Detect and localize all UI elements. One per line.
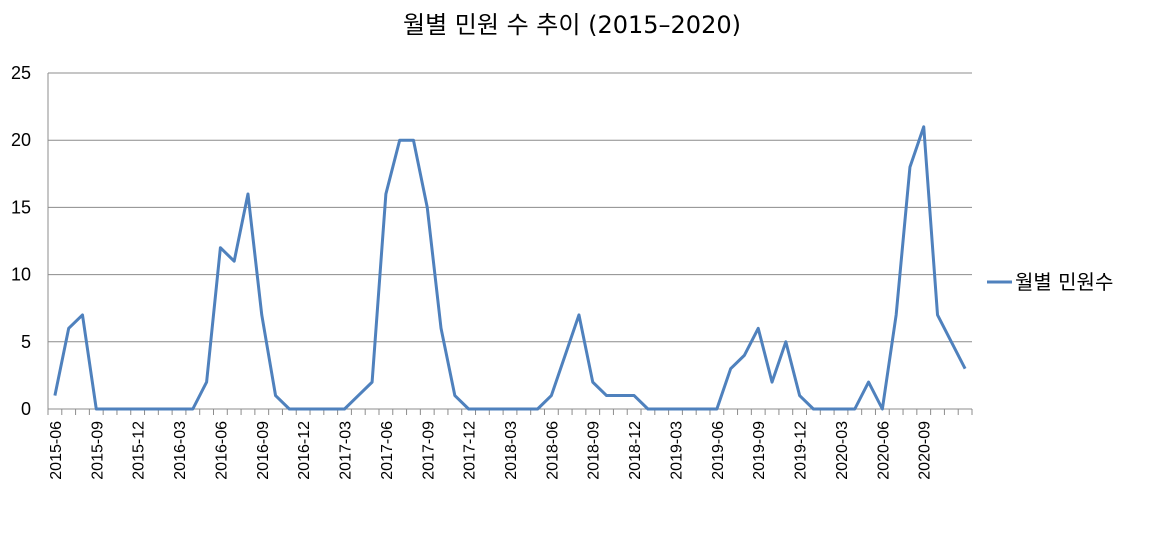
legend-label-monthly-complaints: 월별 민원수	[1015, 270, 1113, 294]
x-tick-label-2017-06: 2017-06	[379, 421, 396, 480]
x-tick-label-2018-03: 2018-03	[503, 421, 520, 480]
x-tick-label-2015-09: 2015-09	[89, 421, 106, 480]
x-tick-label-2016-03: 2016-03	[172, 421, 189, 480]
x-tick-label-2019-09: 2019-09	[751, 421, 768, 480]
series-layer	[53, 125, 967, 411]
x-tick-label-2019-12: 2019-12	[793, 421, 810, 480]
x-tick-label-2020-03: 2020-03	[834, 421, 851, 480]
x-tick-label-2019-03: 2019-03	[668, 421, 685, 480]
x-axis-tick-labels: 2015-06 2015-09 2015-12 2016-03 2016-06 2016-…	[48, 421, 934, 480]
x-tick-label-2020-09: 2020-09	[917, 421, 934, 480]
axes	[47, 73, 973, 415]
x-tick-label-2020-06: 2020-06	[875, 421, 892, 480]
x-tick-label-2016-06: 2016-06	[213, 421, 230, 480]
x-tick-label-2015-06: 2015-06	[48, 421, 65, 480]
x-tick-label-2018-06: 2018-06	[544, 421, 561, 480]
y-tick-label-10: 10	[11, 265, 31, 285]
x-tick-label-2019-06: 2019-06	[710, 421, 727, 480]
x-tick-label-2016-09: 2016-09	[255, 421, 272, 480]
y-tick-label-20: 20	[11, 130, 31, 150]
gridlines	[48, 72, 972, 343]
x-tick-label-2017-03: 2017-03	[338, 421, 355, 480]
x-tick-label-2018-09: 2018-09	[586, 421, 603, 480]
x-tick-label-2016-12: 2016-12	[296, 421, 313, 480]
y-tick-label-0: 0	[21, 399, 31, 419]
legend: 월별 민원수	[987, 270, 1113, 294]
y-tick-label-25: 25	[11, 63, 31, 83]
chart-title: 월별 민원 수 추이 (2015–2020)	[403, 11, 741, 39]
y-tick-label-5: 5	[21, 332, 31, 352]
y-tick-label-15: 15	[11, 197, 31, 217]
series-line-0	[53, 125, 967, 411]
x-tick-label-2018-12: 2018-12	[627, 421, 644, 480]
y-axis-tick-labels: 0 5 10 15 20 25	[11, 63, 31, 419]
x-tick-label-2017-09: 2017-09	[420, 421, 437, 480]
x-tick-label-2015-12: 2015-12	[131, 421, 148, 480]
x-tick-label-2017-12: 2017-12	[462, 421, 479, 480]
